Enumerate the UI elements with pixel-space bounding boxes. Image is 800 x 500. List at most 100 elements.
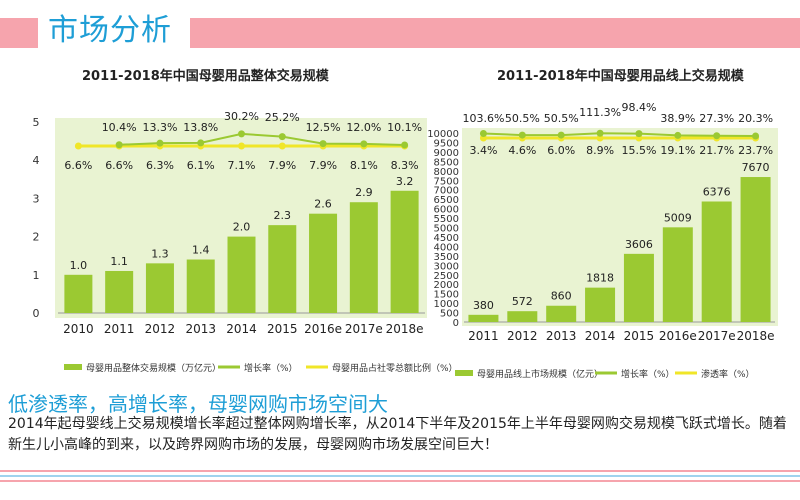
- right-x-tick: 2018e: [737, 329, 775, 343]
- left-bar: [64, 274, 93, 313]
- right-growth-point: [713, 132, 721, 140]
- right-x-tick: 2016e: [659, 329, 697, 343]
- right-y-tick: 8500: [434, 157, 459, 168]
- right-legend-label: 增长率（%）: [621, 368, 675, 380]
- right-bar: [585, 287, 616, 322]
- left-x-tick: 2010: [63, 322, 94, 336]
- left-x-tick: 2018e: [386, 322, 424, 336]
- right-y-tick: 7000: [434, 186, 459, 197]
- left-y-tick: 3: [33, 192, 40, 205]
- right-bar: [623, 253, 654, 322]
- header-bar-left: [0, 18, 38, 48]
- right-penetration-label: 19.1%: [660, 144, 695, 157]
- left-bar: [390, 190, 419, 313]
- right-bar-label: 6376: [703, 185, 731, 198]
- left-y-tick: 4: [33, 154, 40, 167]
- right-growth-point: [557, 131, 565, 139]
- right-y-tick: 3500: [434, 252, 459, 263]
- right-growth-label: 20.3%: [738, 112, 773, 125]
- right-growth-label: 111.3%: [579, 106, 621, 119]
- left-legend-swatch: [64, 364, 82, 370]
- left-growth-point: [156, 139, 164, 147]
- header-bar-right: [190, 18, 800, 48]
- right-y-tick: 9000: [434, 148, 459, 159]
- right-growth-label: 27.3%: [699, 112, 734, 125]
- body-text: 2014年起母婴线上交易规模增长率超过整体网购增长率，从2014下半年及2015…: [8, 416, 787, 453]
- right-growth-line: [483, 132, 756, 137]
- right-y-tick: 1500: [434, 290, 459, 301]
- left-chart-title: 2011-2018年中国母婴用品整体交易规模: [82, 69, 329, 84]
- right-y-tick: 3000: [434, 261, 459, 272]
- right-bar-label: 380: [473, 299, 494, 312]
- right-y-tick: 2500: [434, 271, 459, 282]
- headline: 低渗透率，高增长率，母婴网购市场空间大: [8, 392, 388, 416]
- left-bar-label: 2.9: [355, 186, 373, 199]
- right-growth-point: [479, 129, 487, 137]
- right-y-tick: 4000: [434, 242, 459, 253]
- right-x-tick: 2014: [585, 329, 616, 343]
- right-penetration-label: 8.9%: [586, 144, 614, 157]
- right-penetration-label: 3.4%: [469, 144, 497, 157]
- left-ratio-label: 8.3%: [391, 159, 419, 172]
- left-growth-label: 12.0%: [346, 121, 381, 134]
- left-x-tick: 2016e: [304, 322, 342, 336]
- left-ratio-label: 7.1%: [228, 159, 256, 172]
- left-ratio-label: 6.6%: [64, 159, 92, 172]
- right-y-tick: 6500: [434, 195, 459, 206]
- right-bar-label: 860: [551, 290, 572, 303]
- right-legend-label: 母婴用品线上市场规模（亿元）: [477, 368, 603, 380]
- left-ratio-label: 8.1%: [350, 159, 378, 172]
- left-y-tick: 2: [33, 231, 40, 244]
- left-x-tick: 2012: [145, 322, 176, 336]
- left-bar: [105, 270, 134, 313]
- right-y-tick: 10000: [427, 129, 459, 140]
- right-legend-label: 渗透率（%）: [701, 368, 755, 380]
- left-growth-point: [238, 130, 245, 138]
- left-x-tick: 2015: [267, 322, 298, 336]
- left-bar-label: 1.1: [110, 255, 128, 268]
- left-bar-label: 2.6: [314, 198, 332, 211]
- right-growth-label: 103.6%: [462, 112, 504, 125]
- left-bar-label: 3.2: [396, 175, 414, 188]
- left-bar-label: 1.4: [192, 244, 210, 257]
- left-ratio-label: 7.9%: [309, 159, 337, 172]
- right-growth-point: [635, 130, 643, 138]
- page-title: 市场分析: [48, 13, 172, 48]
- right-y-tick: 1000: [434, 299, 459, 310]
- footer-stripes: [0, 470, 800, 490]
- left-ratio-point: [74, 142, 82, 150]
- right-y-tick: 500: [440, 309, 459, 320]
- left-growth-point: [360, 140, 368, 148]
- right-y-tick: 8000: [434, 167, 459, 178]
- left-bar: [349, 202, 378, 313]
- left-growth-point: [115, 141, 123, 149]
- right-bar-label: 3606: [625, 238, 653, 251]
- left-bar-label: 2.3: [274, 209, 292, 222]
- left-legend-label: 母婴用品整体交易规模（万亿元）: [86, 362, 221, 374]
- right-x-tick: 2011: [468, 329, 499, 343]
- right-x-tick: 2017e: [698, 329, 736, 343]
- right-x-tick: 2012: [507, 329, 538, 343]
- left-bar: [309, 213, 338, 313]
- right-x-tick: 2015: [624, 329, 655, 343]
- left-bar: [186, 259, 215, 313]
- left-bar-label: 2.0: [233, 221, 251, 234]
- left-x-tick: 2011: [104, 322, 135, 336]
- left-legend-label: 母婴用品占社零总额比例（%）: [332, 362, 458, 374]
- left-bar-label: 1.0: [70, 259, 88, 272]
- left-growth-label: 30.2%: [224, 110, 259, 123]
- right-chart-title: 2011-2018年中国母婴用品线上交易规模: [497, 69, 744, 84]
- left-growth-label: 13.3%: [142, 121, 177, 134]
- right-y-tick: 0: [453, 318, 459, 329]
- right-y-tick: 5000: [434, 224, 459, 235]
- left-growth-label: 13.8%: [183, 121, 218, 134]
- left-growth-label: 10.4%: [102, 121, 137, 134]
- right-y-tick: 5500: [434, 214, 459, 225]
- right-growth-label: 50.5%: [544, 112, 579, 125]
- left-x-tick: 2017e: [345, 322, 383, 336]
- left-y-tick: 1: [33, 269, 40, 282]
- right-bar: [507, 311, 538, 322]
- right-penetration-label: 21.7%: [699, 144, 734, 157]
- left-ratio-label: 6.6%: [105, 159, 133, 172]
- left-y-tick: 5: [33, 116, 40, 129]
